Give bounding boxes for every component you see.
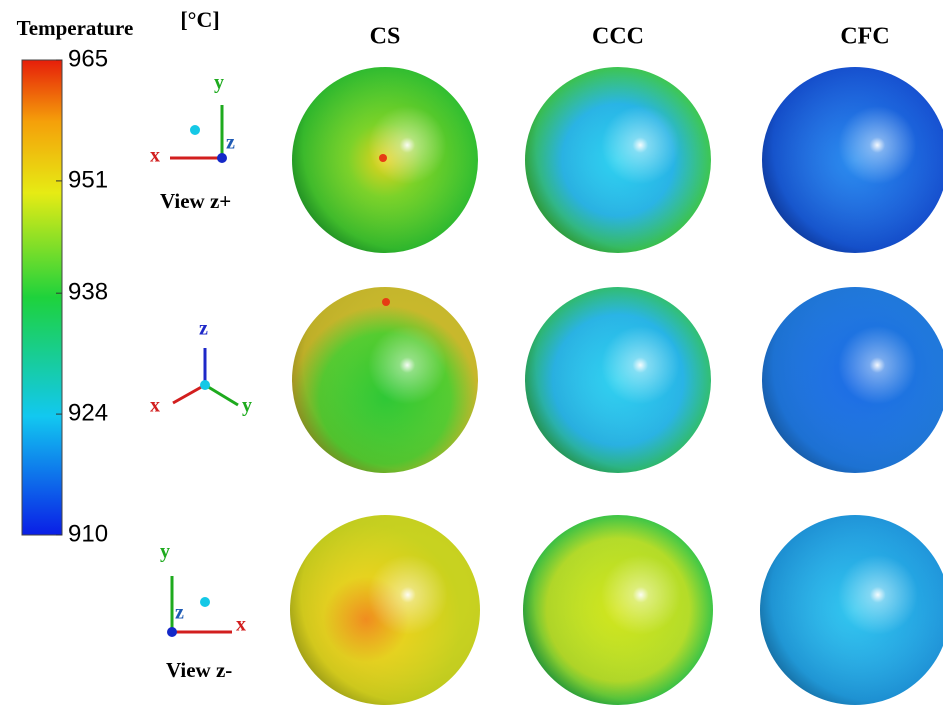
colorbar-tick-label: 924 bbox=[68, 399, 108, 426]
colorbar-tick-label: 965 bbox=[68, 45, 108, 72]
axis-triad: y z x View z- bbox=[160, 541, 246, 682]
axis-label: x bbox=[150, 395, 160, 417]
axis-triad: z x y bbox=[150, 318, 252, 417]
sphere-shade bbox=[290, 515, 480, 705]
axis-label: y bbox=[214, 72, 224, 94]
axis-label: x bbox=[150, 145, 160, 167]
view-label: View z+ bbox=[160, 189, 231, 213]
colorbar-title: Temperature bbox=[17, 16, 134, 40]
page: {"colorbar": {"title": "Temperature", "u… bbox=[0, 0, 943, 711]
column-header: CCC bbox=[592, 24, 644, 50]
colorbar-unit: [°C] bbox=[180, 7, 219, 32]
light-dot bbox=[190, 125, 200, 135]
sphere-shade bbox=[760, 515, 943, 705]
hot-spot bbox=[379, 154, 387, 162]
axis-label: z bbox=[226, 132, 235, 154]
colorbar-tick-label: 951 bbox=[68, 166, 108, 193]
z-dot bbox=[167, 627, 177, 637]
column-header: CFC bbox=[840, 24, 889, 50]
axis-label: y bbox=[242, 395, 252, 417]
axis-label: x bbox=[236, 614, 246, 636]
axis-label: z bbox=[199, 318, 208, 340]
sphere-shade bbox=[762, 287, 943, 473]
axis-label: y bbox=[160, 541, 170, 563]
colorbar-tick-label: 938 bbox=[68, 279, 108, 306]
sphere-shade bbox=[292, 287, 478, 473]
view-label: View z- bbox=[166, 658, 232, 682]
colorbar bbox=[22, 60, 62, 535]
spheres bbox=[290, 67, 943, 705]
column-header: CS bbox=[370, 24, 401, 50]
sphere-shade bbox=[762, 67, 943, 253]
x-arrow bbox=[173, 385, 205, 403]
figure: Temperature [°C] 965951938924910 CS CCC … bbox=[0, 0, 943, 711]
sphere-shade bbox=[525, 67, 711, 253]
sphere-shade bbox=[523, 515, 713, 705]
sphere-shade bbox=[525, 287, 711, 473]
origin-dot bbox=[200, 380, 210, 390]
axis-triad: x y z View z+ bbox=[150, 72, 235, 213]
colorbar-tick-label: 910 bbox=[68, 520, 108, 547]
light-dot bbox=[200, 597, 210, 607]
z-dot bbox=[217, 153, 227, 163]
hot-spot bbox=[382, 298, 390, 306]
axis-label: z bbox=[175, 602, 184, 624]
y-arrow bbox=[205, 385, 238, 405]
